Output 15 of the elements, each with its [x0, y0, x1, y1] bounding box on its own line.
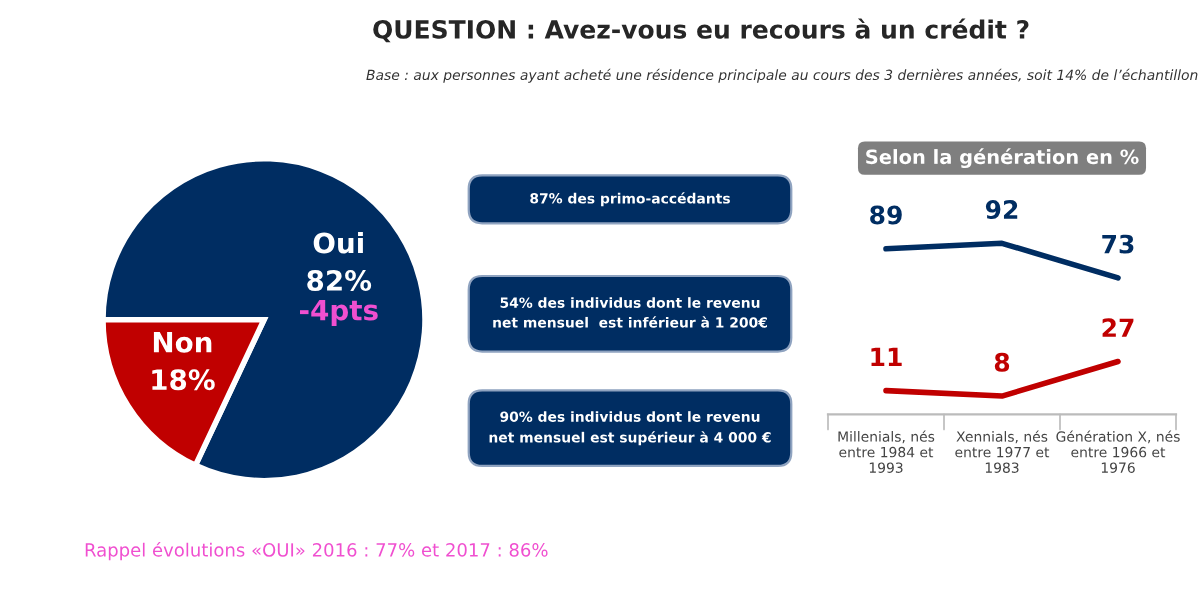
data-label: 89 [870, 205, 902, 225]
data-label: 92 [985, 200, 1018, 219]
data-label: 18% [152, 369, 215, 391]
data-label: 8 [994, 352, 1010, 372]
data-label: 27 [1102, 318, 1134, 337]
text: QUESTION : Avez-vous eu recours à un crédit ? [373, 18, 1029, 43]
chart-title: Selon la génération en % [866, 148, 1139, 169]
slice-label: Oui [313, 232, 363, 254]
slice-label: Non [153, 332, 212, 353]
data-label: 73 [1102, 234, 1134, 254]
pie-slice [100, 155, 428, 484]
text: -4pts [300, 299, 378, 326]
text: Rappel évolutions «OUI» 2016 : 77% et 2017 : 86% [85, 542, 548, 561]
data-label: 11 [871, 347, 902, 366]
data-label: 82% [307, 269, 372, 291]
